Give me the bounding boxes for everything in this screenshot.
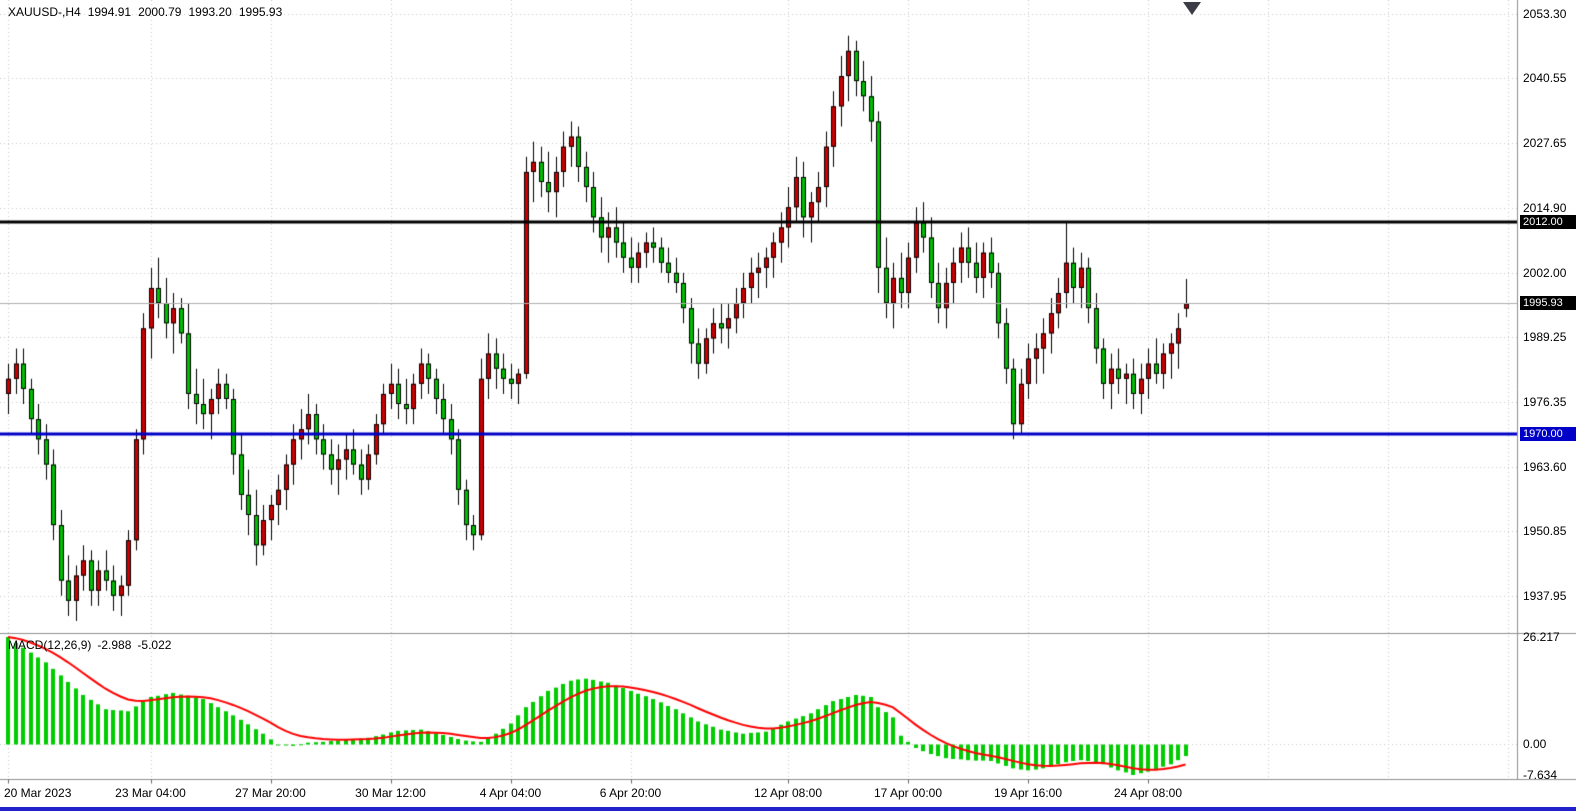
price-axis-label: 1976.35 (1523, 395, 1567, 410)
macd-axis-label: -7.634 (1523, 768, 1558, 782)
window-border-bottom (0, 807, 1576, 811)
chart-header: XAUUSD-,H4 1994.91 2000.79 1993.20 1995.93 (8, 5, 289, 19)
macd-axis-label: 0.00 (1523, 736, 1547, 751)
date-axis-label: 4 Apr 04:00 (479, 786, 542, 800)
macd-axis-label: 26.217 (1523, 630, 1560, 644)
date-axis-label: 20 Mar 2023 (4, 786, 72, 800)
date-axis-label: 24 Apr 08:00 (1113, 786, 1183, 800)
ohlc-open: 1994.91 (87, 5, 132, 19)
current-price-badge: 1995.93 (1520, 296, 1576, 311)
symbol-timeframe-label: XAUUSD-,H4 (8, 5, 81, 19)
price-axis-label: 2027.65 (1523, 136, 1567, 151)
date-axis-label: 6 Apr 20:00 (599, 786, 662, 800)
price-axis-label: 2014.90 (1523, 200, 1567, 215)
date-axis-label: 19 Apr 16:00 (993, 786, 1063, 800)
ohlc-low: 1993.20 (188, 5, 232, 19)
date-axis-label: 30 Mar 12:00 (355, 786, 426, 800)
macd-header: MACD(12,26,9) -2.988 -5.022 (8, 638, 177, 652)
ohlc-high: 2000.79 (138, 5, 182, 19)
macd-value: -2.988 (97, 638, 132, 652)
ohlc-close: 1995.93 (238, 5, 283, 19)
price-axis-label: 1963.60 (1523, 459, 1567, 474)
price-axis-label: 1989.25 (1523, 330, 1567, 345)
macd-signal-value: -5.022 (137, 638, 172, 652)
price-axis-label: 1950.85 (1523, 523, 1567, 538)
price-line-badge: 2012.00 (1520, 215, 1576, 230)
price-axis-label: 1937.95 (1523, 589, 1567, 603)
date-axis-label: 27 Mar 20:00 (235, 786, 306, 800)
macd-indicator-label: MACD(12,26,9) (8, 638, 92, 652)
price-axis-label: 2002.00 (1523, 265, 1567, 280)
price-axis-label: 2053.30 (1523, 7, 1567, 21)
price-line-badge: 1970.00 (1520, 427, 1576, 442)
chart-shift-marker-icon[interactable] (1183, 2, 1201, 15)
price-axis-label: 2040.55 (1523, 71, 1567, 86)
date-axis-label: 17 Apr 00:00 (873, 786, 943, 800)
date-axis-label: 12 Apr 08:00 (753, 786, 823, 800)
date-axis-label: 23 Mar 04:00 (115, 786, 186, 800)
